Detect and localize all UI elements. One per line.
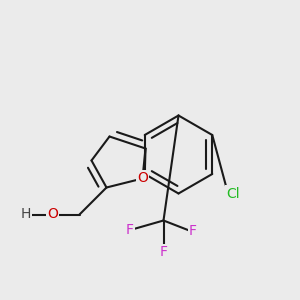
Text: O: O xyxy=(137,172,148,185)
Text: F: F xyxy=(160,245,167,259)
Text: F: F xyxy=(126,223,134,236)
Text: Cl: Cl xyxy=(226,187,240,200)
Text: O: O xyxy=(47,208,58,221)
Text: F: F xyxy=(189,224,197,238)
Text: H: H xyxy=(20,208,31,221)
